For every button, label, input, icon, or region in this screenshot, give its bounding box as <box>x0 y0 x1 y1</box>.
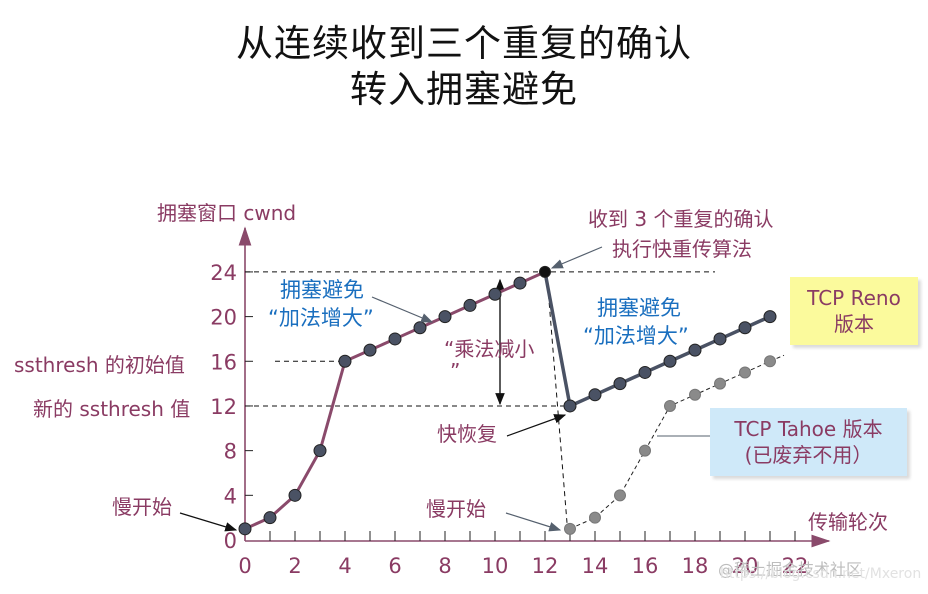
reno-legend-box: TCP Reno 版本 <box>790 277 918 345</box>
tahoe-point <box>639 444 651 457</box>
y-tick-label: 24 <box>210 261 237 285</box>
md-label-1: “乘法减小 <box>444 337 534 361</box>
tahoe-line <box>569 354 785 530</box>
data-point <box>288 488 302 502</box>
x-tick-label: 8 <box>438 554 451 578</box>
data-point <box>463 298 477 312</box>
ca-right-label-1: 拥塞避免 <box>597 296 681 320</box>
slow-start-right-label: 慢开始 <box>426 497 486 521</box>
ssthresh-new-label: 新的 ssthresh 值 <box>33 397 190 421</box>
data-point <box>438 310 452 324</box>
reno-point <box>588 388 602 402</box>
watermark: @稀土掘金技术社区 <box>718 560 863 579</box>
tahoe-label-line1: TCP Tahoe 版本 <box>734 417 883 441</box>
tahoe-point <box>689 388 701 401</box>
reno-label-line2: 版本 <box>834 312 874 336</box>
data-point <box>363 343 377 357</box>
reno-point <box>763 310 777 324</box>
x-tick-label: 12 <box>532 554 559 578</box>
reno-line <box>543 271 771 409</box>
tahoe-point <box>714 377 726 390</box>
tahoe-point <box>589 511 601 524</box>
data-point <box>413 321 427 335</box>
tahoe-legend-box: TCP Tahoe 版本 (已废弃不用） <box>710 408 907 476</box>
y-tick-label: 12 <box>210 395 237 419</box>
data-point <box>263 511 277 525</box>
tahoe-point <box>564 522 576 535</box>
data-point <box>388 332 402 346</box>
y-tick-label: 4 <box>224 484 237 508</box>
x-tick-label: 20 <box>732 554 759 578</box>
reno-point <box>638 365 652 379</box>
x-tick-label: 6 <box>388 554 401 578</box>
data-point <box>488 287 502 301</box>
series <box>238 265 785 536</box>
data-point <box>338 354 352 368</box>
x-tick-label: 14 <box>582 554 609 578</box>
y-tick-label: 16 <box>210 350 237 374</box>
tahoe-label-line2: (已废弃不用） <box>744 443 873 467</box>
reference-lines <box>245 271 715 523</box>
y-axis-label: 拥塞窗口 cwnd <box>157 201 296 225</box>
fast-recovery-label: 快恢复 <box>437 422 497 446</box>
data-point <box>513 276 527 290</box>
chart-title-line2: 转入拥塞避免 <box>350 68 578 111</box>
dup-ack-label-1: 收到 3 个重复的确认 <box>588 207 773 231</box>
y-tick-label: 0 <box>224 529 237 553</box>
x-tick-label: 16 <box>632 554 659 578</box>
md-label-2: ” <box>450 359 460 383</box>
y-tick-label: 20 <box>210 306 237 330</box>
ca-left-label-2: “加法增大” <box>268 306 374 330</box>
x-axis-label: 传输轮次 <box>808 510 888 534</box>
x-tick-label: 2 <box>288 554 301 578</box>
x-tick-label: 18 <box>682 554 709 578</box>
x-tick-label: 0 <box>238 554 251 578</box>
watermark-url: https://blog.csdn.net/Mxeron <box>720 566 922 582</box>
chart-title-line1: 从连续收到三个重复的确认 <box>236 22 692 65</box>
reno-label-line1: TCP Reno <box>807 286 901 310</box>
reno-point <box>563 399 577 413</box>
data-point <box>313 444 327 458</box>
dup-ack-label-2: 执行快重传算法 <box>612 237 752 261</box>
tahoe-point <box>764 355 776 368</box>
reno-point <box>663 354 677 368</box>
tahoe-point <box>739 366 751 379</box>
reno-point <box>688 343 702 357</box>
slow-start-left-label: 慢开始 <box>112 495 172 519</box>
data-point <box>238 522 252 536</box>
data-point <box>539 265 551 278</box>
tahoe-point <box>664 399 676 412</box>
ca-left-label-1: 拥塞避免 <box>280 278 364 302</box>
ssthresh-initial-label: ssthresh 的初始值 <box>14 353 185 377</box>
reno-point <box>738 321 752 335</box>
tahoe-point <box>614 489 626 502</box>
y-tick-label: 8 <box>224 440 237 464</box>
x-tick-label: 4 <box>338 554 351 578</box>
reno-point <box>713 332 727 346</box>
x-tick-label: 22 <box>782 554 809 578</box>
x-tick-label: 10 <box>482 554 509 578</box>
ca-right-label-2: “加法增大” <box>583 324 689 348</box>
reno-point <box>613 377 627 391</box>
